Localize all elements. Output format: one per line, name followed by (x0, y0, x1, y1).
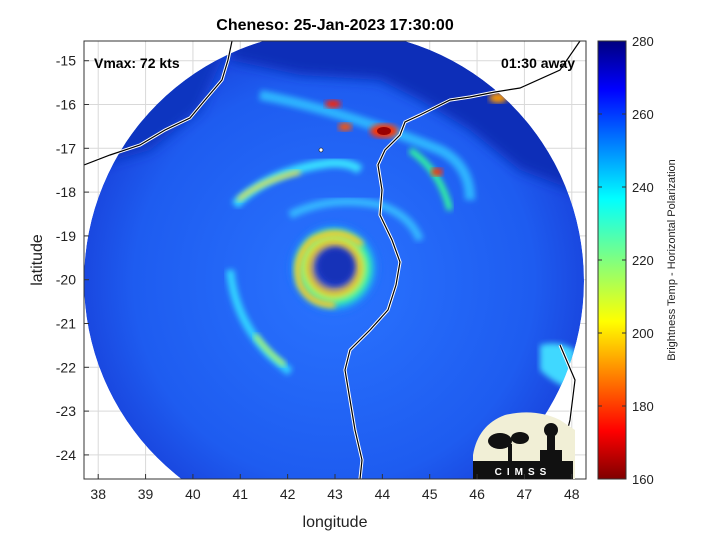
y-tick-label: -20 (56, 272, 76, 288)
x-tick-label: 41 (232, 486, 248, 502)
colorbar: 280 260 240 220 200 180 160 Brightness Temp - … (597, 34, 678, 487)
x-tick-label: 46 (469, 486, 485, 502)
chart-title: Cheneso: 25-Jan-2023 17:30:00 (216, 17, 454, 34)
colorbar-ticks: 280 260 240 220 200 180 160 (598, 34, 654, 487)
y-tick-label: -19 (56, 228, 76, 244)
x-tick-label: 44 (375, 486, 391, 502)
colorbar-tick-label: 180 (632, 399, 654, 414)
plot-area: Vmax: 72 kts 01:30 away CIMSS (83, 40, 587, 480)
time-away-label: 01:30 away (501, 55, 575, 71)
colorbar-gradient (597, 40, 627, 480)
x-tick-label: 38 (90, 486, 106, 502)
logo-text: CIMSS (495, 467, 552, 478)
y-axis-label: latitude (29, 234, 46, 286)
colorbar-tick-label: 240 (632, 180, 654, 195)
colorbar-tick-label: 220 (632, 253, 654, 268)
y-axis: -15 -16 -17 -18 -19 -20 -21 -22 -23 -24 (56, 53, 89, 463)
y-tick-label: -24 (56, 447, 76, 463)
y-tick-label: -17 (56, 140, 76, 156)
x-tick-label: 45 (422, 486, 438, 502)
x-tick-label: 47 (517, 486, 533, 502)
x-tick-label: 42 (280, 486, 296, 502)
y-tick-label: -18 (56, 184, 76, 200)
cimss-logo: CIMSS (473, 412, 575, 479)
colorbar-label: Brightness Temp - Horizontal Polarizatio… (666, 159, 678, 361)
x-tick-label: 43 (327, 486, 343, 502)
x-axis: 38 39 40 41 42 43 44 45 46 47 48 (90, 474, 580, 502)
colorbar-tick-label: 280 (632, 34, 654, 49)
y-tick-label: -16 (56, 97, 76, 113)
x-axis-label: longitude (303, 514, 368, 531)
y-tick-label: -21 (56, 316, 76, 332)
colorbar-tick-label: 260 (632, 107, 654, 122)
x-tick-label: 40 (185, 486, 201, 502)
y-tick-label: -15 (56, 53, 76, 69)
x-tick-label: 48 (564, 486, 580, 502)
colorbar-tick-label: 160 (632, 472, 654, 487)
x-tick-label: 39 (138, 486, 154, 502)
storm-center-marker (318, 147, 324, 153)
colorbar-tick-label: 200 (632, 326, 654, 341)
y-tick-label: -22 (56, 359, 76, 375)
y-tick-label: -23 (56, 403, 76, 419)
vmax-label: Vmax: 72 kts (94, 55, 180, 71)
